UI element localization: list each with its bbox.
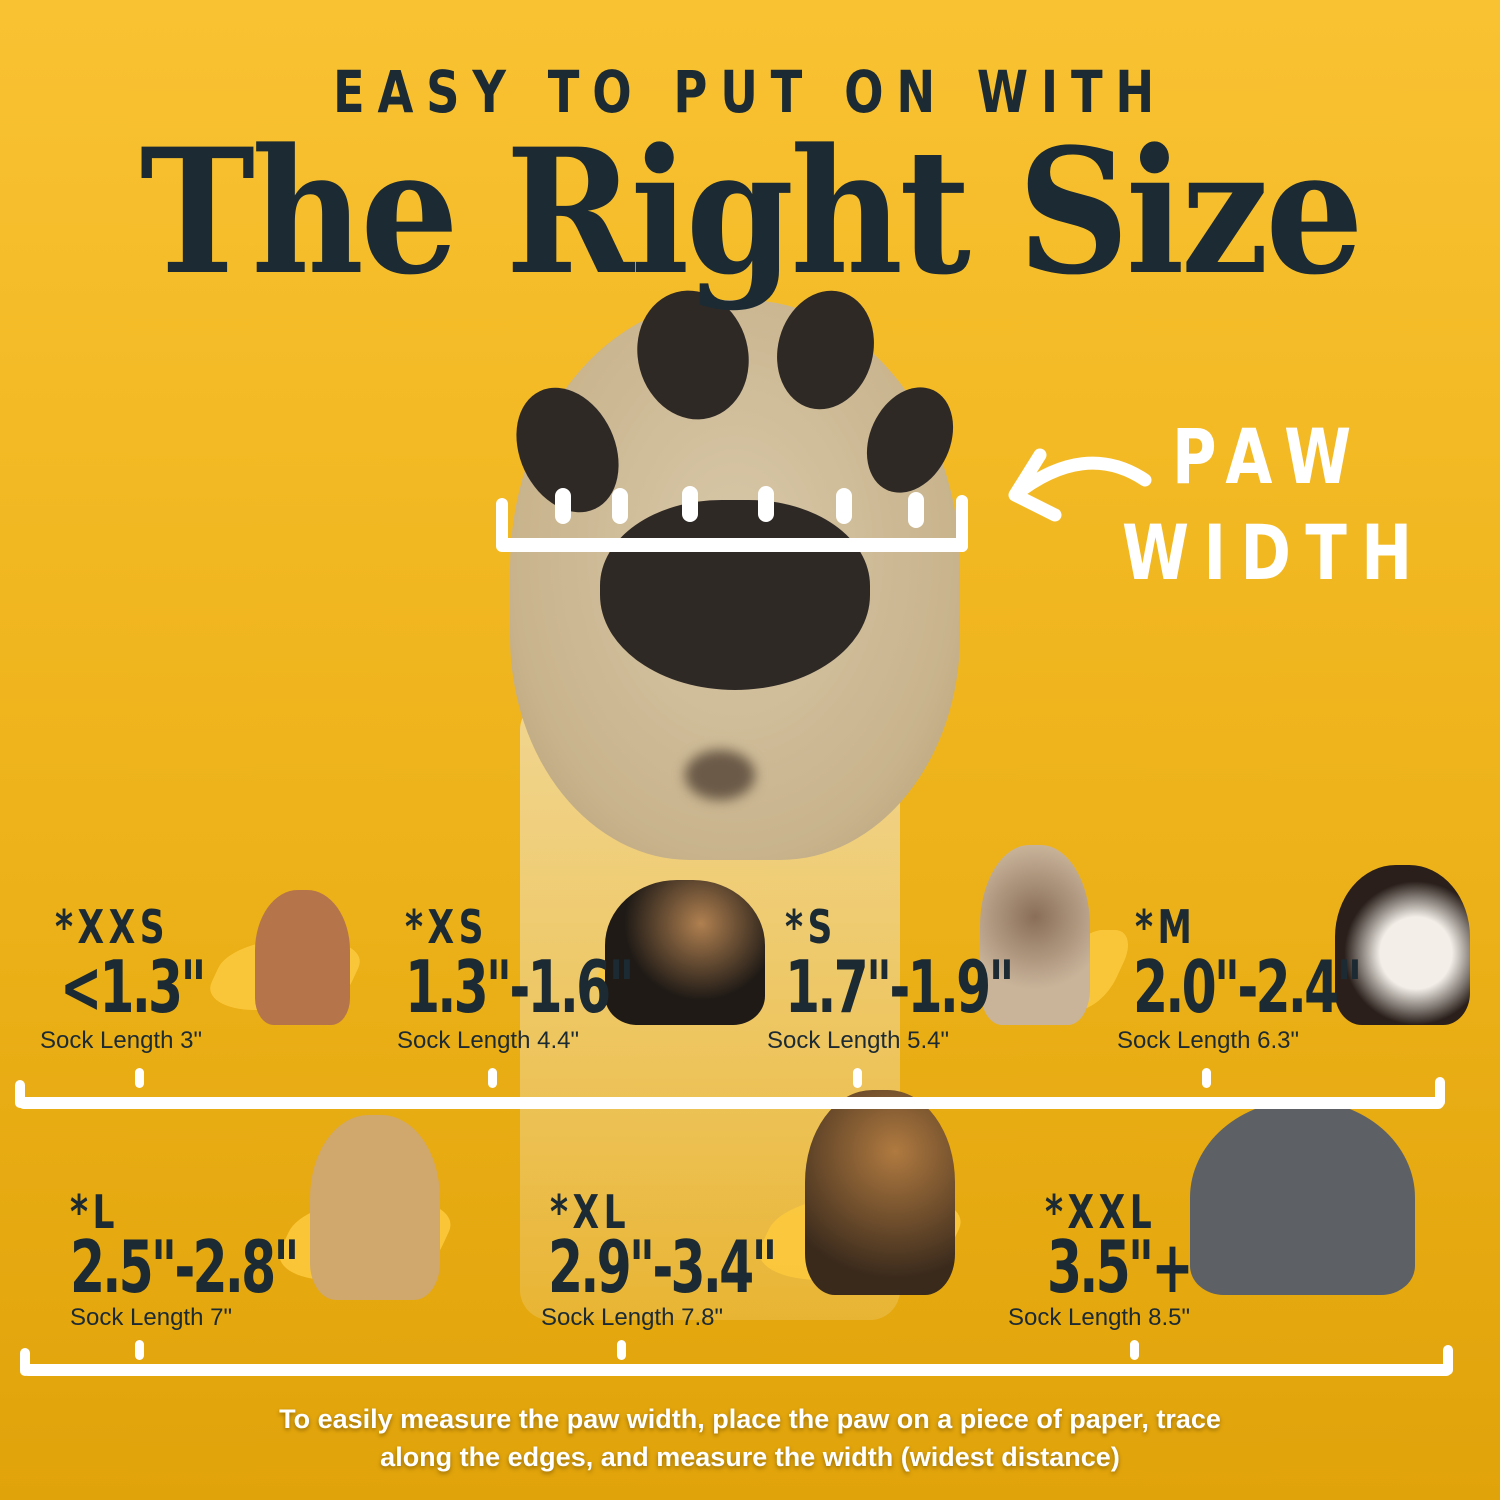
golden-retriever-image	[310, 1115, 440, 1300]
paw-label: PAW	[1172, 412, 1366, 501]
note-line-2: along the edges, and measure the width (…	[380, 1442, 1120, 1472]
size-label: *S	[785, 900, 837, 954]
size-range: 2.0"-2.4"	[1133, 945, 1363, 1029]
size-range: 2.5"-2.8"	[70, 1225, 300, 1309]
size-range: 3.5"+	[1047, 1225, 1194, 1309]
size-range: <1.3"	[60, 945, 207, 1029]
arrow-left-icon	[1008, 448, 1152, 522]
sock-length: Sock Length 5.4"	[767, 1027, 949, 1054]
yorkshire-terrier-image	[605, 880, 765, 1025]
great-dane-image	[1190, 1100, 1415, 1295]
note-line-1: To easily measure the paw width, place t…	[279, 1404, 1221, 1434]
subtitle: EASY TO PUT ON WITH	[332, 58, 1168, 126]
sock-length: Sock Length 4.4"	[397, 1027, 579, 1054]
size-label: *XS	[405, 900, 488, 954]
bernese-mountain-dog-image	[1335, 865, 1470, 1025]
sock-length: Sock Length 7"	[70, 1304, 232, 1331]
sock-length: Sock Length 3"	[40, 1027, 202, 1054]
dog-paw-image	[496, 277, 970, 860]
size-label: *XXS	[55, 900, 170, 954]
size-label: *XXL	[1045, 1185, 1157, 1239]
width-label: WIDTH	[1122, 508, 1427, 597]
size-range: 1.3"-1.6"	[405, 945, 635, 1029]
size-label: *M	[1135, 900, 1197, 954]
page-title: The Right Size	[139, 110, 1364, 313]
sock-length: Sock Length 7.8"	[541, 1304, 723, 1331]
french-bulldog-image	[980, 845, 1090, 1025]
size-label: *XL	[550, 1185, 631, 1239]
size-range: 2.9"-3.4"	[548, 1225, 778, 1309]
sock-length: Sock Length 6.3"	[1117, 1027, 1299, 1054]
sock-length: Sock Length 8.5"	[1008, 1304, 1190, 1331]
size-range: 1.7"-1.9"	[785, 945, 1015, 1029]
chihuahua-image	[255, 890, 350, 1025]
size-label: *L	[70, 1185, 120, 1239]
measure-instructions: To easily measure the paw width, place t…	[0, 1400, 1500, 1476]
german-shepherd-image	[805, 1090, 955, 1295]
